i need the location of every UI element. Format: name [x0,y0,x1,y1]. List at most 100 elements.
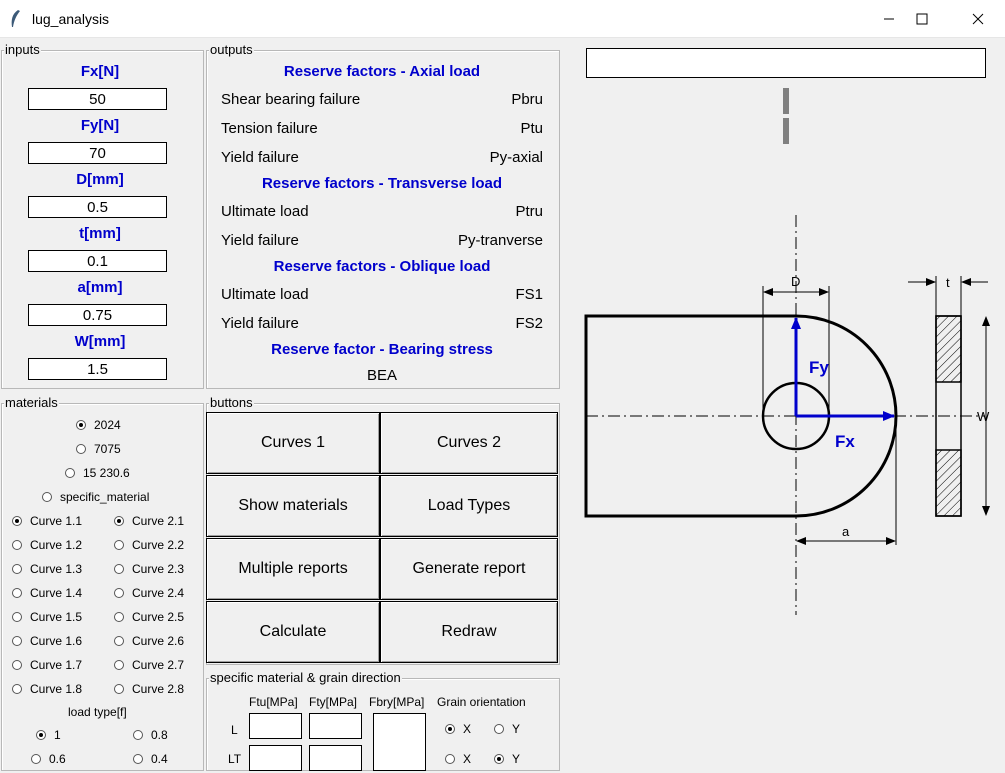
minimize-button[interactable] [866,0,912,38]
grain-l-radio-x[interactable]: X [445,722,471,736]
radio-dot [12,684,22,694]
curve-radio-2-6[interactable]: Curve 2.6 [114,634,184,648]
curve-radio-1-1[interactable]: Curve 1.1 [12,514,82,528]
radio-label: Curve 2.3 [132,562,185,576]
outputs-frame-label: outputs [209,42,254,57]
grain-lt-radio-x[interactable]: X [445,752,471,766]
curve-radio-2-4[interactable]: Curve 2.4 [114,586,184,600]
bearing-value: BEA [366,367,397,384]
specific-material-frame: specific material & grain direction [206,671,560,771]
d-label: D[mm] [76,171,124,188]
load-type-radio-0-8[interactable]: 0.8 [133,728,168,742]
fty-lt-input[interactable] [309,745,362,771]
fbry-input[interactable] [373,713,426,771]
fx-label: Fx [835,432,855,451]
grain-lt-radio-y[interactable]: Y [494,752,520,766]
load-type-radio-0-4[interactable]: 0.4 [133,752,168,766]
w-dimension-label: W [977,409,990,424]
load-type-radio-0-6[interactable]: 0.6 [31,752,66,766]
radio-dot [12,516,22,526]
curve-radio-2-3[interactable]: Curve 2.3 [114,562,184,576]
minimize-icon [884,18,894,20]
ftu-lt-input[interactable] [249,745,302,771]
radio-label: 0.6 [49,752,66,766]
curves-1-button[interactable]: Curves 1 [206,412,380,474]
oblique-row-name: Yield failure [221,315,299,332]
outputs-frame: outputs [206,43,560,389]
radio-dot [494,724,504,734]
radio-dot [133,730,143,740]
material-radio-15230[interactable]: 15 230.6 [65,466,130,480]
radio-label: 15 230.6 [83,466,130,480]
radio-dot [12,636,22,646]
curve-radio-1-2[interactable]: Curve 1.2 [12,538,82,552]
oblique-row-value: FS2 [515,315,543,332]
radio-dot [31,754,41,764]
multiple-reports-button[interactable]: Multiple reports [206,538,380,600]
curves-2-button[interactable]: Curves 2 [380,412,558,474]
curve-radio-2-8[interactable]: Curve 2.8 [114,682,184,696]
side-view-outline [935,315,962,517]
material-radio-7075[interactable]: 7075 [76,442,121,456]
curve-radio-2-5[interactable]: Curve 2.5 [114,610,184,624]
radio-label: Curve 2.6 [132,634,185,648]
a-input[interactable] [28,304,167,326]
material-radio-2024[interactable]: 2024 [76,418,121,432]
radio-dot [114,684,124,694]
progress-bar [586,48,986,78]
load-type-radio-1[interactable]: 1 [36,728,61,742]
fx-label: Fx[N] [80,63,120,80]
transverse-row-value: Py-tranverse [457,232,543,249]
grain-l-radio-y[interactable]: Y [494,722,520,736]
show-materials-button[interactable]: Show materials [206,475,380,537]
oblique-row-name: Ultimate load [221,286,309,303]
load-types-button[interactable]: Load Types [380,475,558,537]
fty-l-input[interactable] [309,713,362,739]
title-bar: lug_analysis [0,0,1005,38]
curve-radio-2-2[interactable]: Curve 2.2 [114,538,184,552]
radio-dot [494,754,504,764]
radio-label: Curve 2.5 [132,610,185,624]
generate-report-button[interactable]: Generate report [380,538,558,600]
d-input[interactable] [28,196,167,218]
calculate-button[interactable]: Calculate [206,601,380,663]
lug-hole [761,381,831,451]
material-radio-specific[interactable]: specific_material [42,490,149,504]
curve-radio-2-7[interactable]: Curve 2.7 [114,658,184,672]
curve-radio-1-7[interactable]: Curve 1.7 [12,658,82,672]
curve-radio-2-1[interactable]: Curve 2.1 [114,514,184,528]
curve-radio-1-5[interactable]: Curve 1.5 [12,610,82,624]
fy-input[interactable] [28,142,167,164]
ftu-column-label: Ftu[MPa] [249,695,298,709]
axial-row-name: Shear bearing failure [221,91,361,108]
curve-radio-1-8[interactable]: Curve 1.8 [12,682,82,696]
radio-dot [12,612,22,622]
axial-row-value: Ptu [520,120,543,137]
a-label: a[mm] [77,279,123,296]
t-input[interactable] [28,250,167,272]
w-label: W[mm] [74,333,126,350]
side-view-hatch-bottom [935,449,962,517]
radio-label: 7075 [94,442,121,456]
curve-radio-1-6[interactable]: Curve 1.6 [12,634,82,648]
materials-frame: materials [1,396,204,771]
radio-dot [36,730,46,740]
radio-label: Curve 2.1 [132,514,185,528]
radio-dot [445,724,455,734]
ftu-l-input[interactable] [249,713,302,739]
radio-label: Curve 1.2 [30,538,83,552]
redraw-button[interactable]: Redraw [380,601,558,663]
curve-radio-1-3[interactable]: Curve 1.3 [12,562,82,576]
fx-input[interactable] [28,88,167,110]
radio-label: Curve 1.5 [30,610,83,624]
radio-dot [114,540,124,550]
d-dimension-label: D [791,274,800,289]
maximize-button[interactable] [899,0,945,38]
radio-label: 0.4 [151,752,168,766]
radio-label: X [463,722,472,736]
radio-label: 2024 [94,418,121,432]
close-button[interactable] [955,0,1001,38]
w-input[interactable] [28,358,167,380]
inputs-frame: inputs [1,43,204,389]
curve-radio-1-4[interactable]: Curve 1.4 [12,586,82,600]
